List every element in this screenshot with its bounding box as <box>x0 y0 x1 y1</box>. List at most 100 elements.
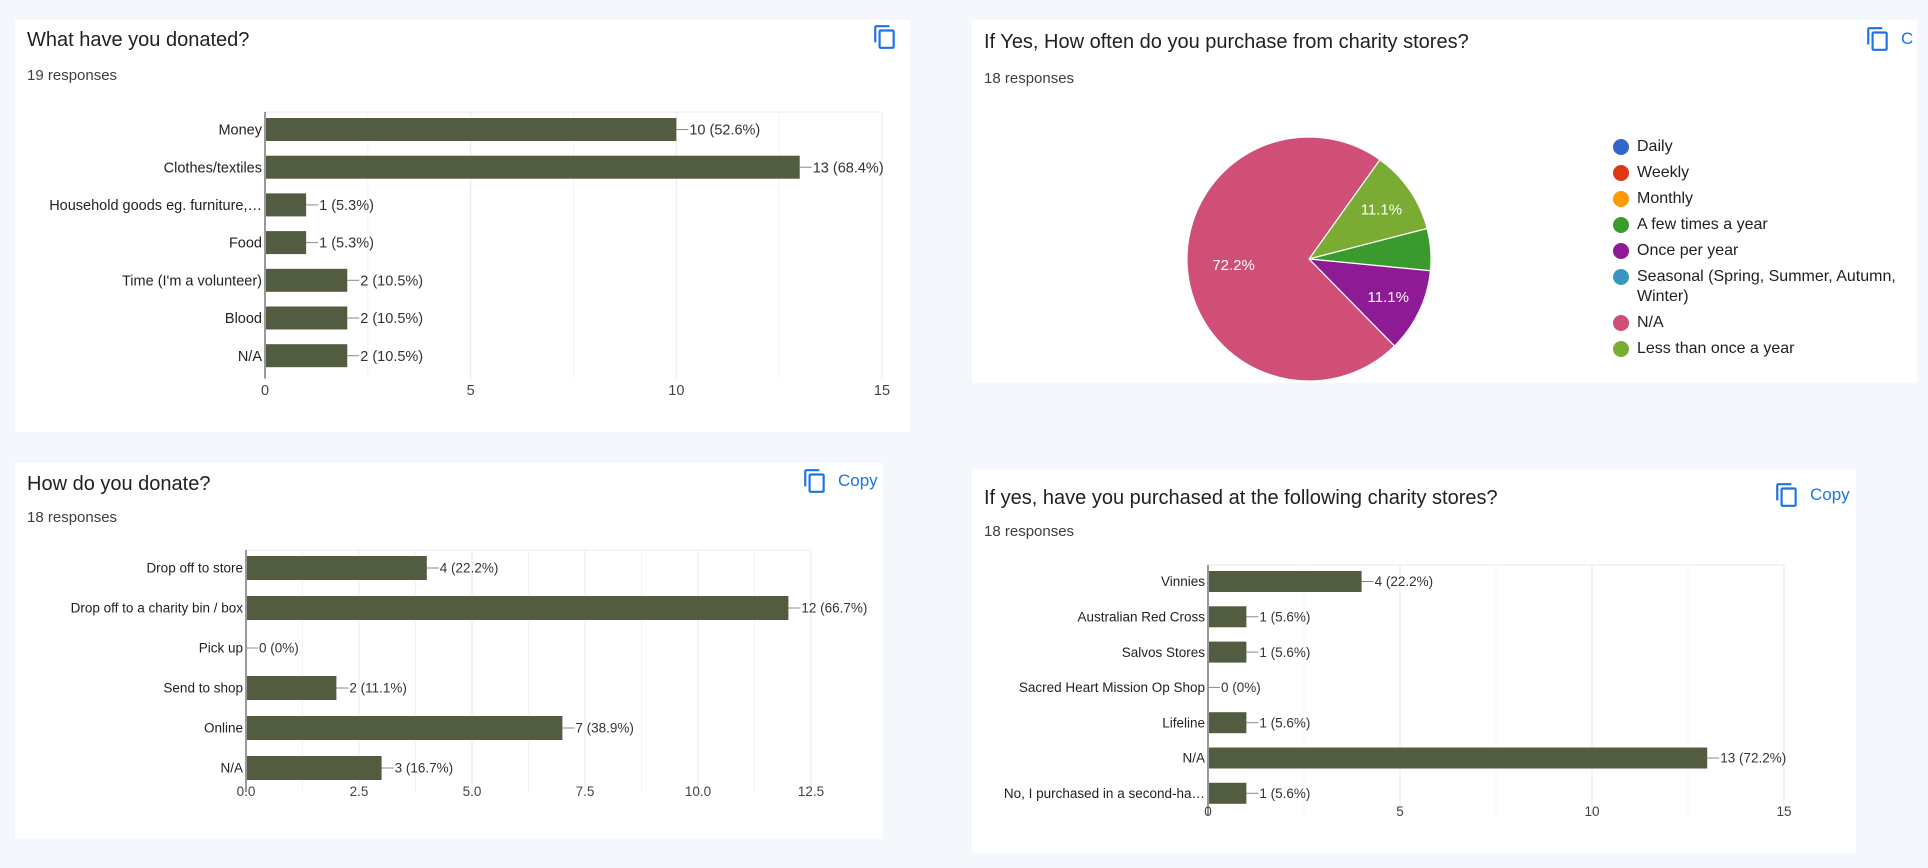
card-frequency: If Yes, How often do you purchase from c… <box>972 20 1917 383</box>
bar <box>247 596 789 620</box>
data-label: 7 (38.9%) <box>575 721 634 736</box>
bar <box>247 556 427 580</box>
legend-label: Weekly <box>1637 164 1690 181</box>
response-count: 18 responses <box>984 70 1075 87</box>
legend-item: Weekly <box>1613 163 1913 183</box>
card-stores: If yes, have you purchased at the follow… <box>972 469 1856 853</box>
bar <box>247 716 563 740</box>
tick-label: 7.5 <box>576 784 595 799</box>
bar <box>266 118 677 141</box>
category-label: Food <box>229 236 262 252</box>
pie-legend: Daily Weekly Monthly A few times a year Once… <box>1613 137 1913 365</box>
data-label: 1 (5.6%) <box>1259 786 1310 801</box>
category-label: Salvos Stores <box>1122 645 1206 660</box>
data-label: 1 (5.3%) <box>319 198 374 214</box>
legend-label: Monthly <box>1637 190 1694 207</box>
legend-swatch <box>1613 165 1629 181</box>
bar <box>1209 641 1247 663</box>
copy-icon <box>1776 483 1797 507</box>
pie-slice <box>1307 258 1432 347</box>
data-label: 2 (11.1%) <box>349 681 407 696</box>
tick-label: 12.5 <box>798 784 824 799</box>
slice-label: 11.1% <box>1361 201 1402 218</box>
data-label: 4 (22.2%) <box>440 561 499 576</box>
legend-item: A few times a year <box>1613 215 1913 235</box>
response-count: 18 responses <box>27 509 118 526</box>
copy-button[interactable] <box>872 23 908 51</box>
card-title: What have you donated? <box>27 29 250 51</box>
tick-label: 10 <box>1584 804 1599 819</box>
category-label: Drop off to a charity bin / box <box>71 601 244 616</box>
bar <box>266 306 348 330</box>
data-label: 1 (5.3%) <box>319 236 374 252</box>
tick-label: 15 <box>874 383 890 399</box>
legend-item: Seasonal (Spring, Summer, Autumn, Winter… <box>1613 267 1913 307</box>
copy-icon <box>804 469 825 493</box>
data-label: 3 (16.7%) <box>395 761 454 776</box>
tick-label: 10.0 <box>685 784 711 799</box>
category-label: N/A <box>238 349 263 365</box>
tick-label: 2.5 <box>350 784 369 799</box>
category-label: Drop off to store <box>146 561 243 576</box>
legend-label: Daily <box>1637 138 1673 155</box>
bar <box>1209 712 1247 734</box>
tick-label: 0 <box>1204 804 1212 819</box>
bar <box>1209 782 1247 804</box>
data-label: 0 (0%) <box>259 641 299 656</box>
category-label: Sacred Heart Mission Op Shop <box>1019 680 1205 695</box>
category-label: Blood <box>225 311 262 327</box>
category-label: Australian Red Cross <box>1077 610 1205 625</box>
legend-swatch <box>1613 315 1629 331</box>
category-label: Lifeline <box>1162 715 1205 730</box>
copy-label: C <box>1901 29 1914 48</box>
slice-label: 72.2% <box>1212 257 1255 274</box>
pie-slice <box>1307 158 1428 260</box>
card-title: How do you donate? <box>27 473 211 495</box>
category-label: Vinnies <box>1161 574 1205 589</box>
bar <box>247 756 382 780</box>
bar <box>266 231 307 255</box>
legend-label: N/A <box>1637 314 1664 331</box>
card-how: How do you donate? 18 responses Copy Dro… <box>15 463 883 839</box>
category-label: Online <box>204 721 243 736</box>
legend-swatch <box>1613 217 1629 233</box>
data-label: 1 (5.6%) <box>1259 715 1310 730</box>
card-title: If Yes, How often do you purchase from c… <box>984 31 1469 53</box>
bar <box>247 676 337 700</box>
legend-swatch <box>1613 139 1629 155</box>
legend-label: Less than once a year <box>1637 340 1795 357</box>
tick-label: 5.0 <box>463 784 482 799</box>
legend-item: Less than once a year <box>1613 339 1913 359</box>
bar <box>1209 747 1708 769</box>
category-label: Money <box>218 123 262 139</box>
category-label: N/A <box>1182 751 1205 766</box>
copy-button[interactable]: C <box>1865 25 1913 53</box>
bar <box>266 155 800 179</box>
copy-icon <box>874 25 895 49</box>
bar <box>1209 606 1247 628</box>
bar <box>266 193 307 217</box>
data-label: 1 (5.6%) <box>1259 610 1310 625</box>
copy-button[interactable]: Copy <box>802 467 878 495</box>
tick-label: 15 <box>1776 804 1791 819</box>
data-label: 0 (0%) <box>1221 680 1261 695</box>
copy-label: Copy <box>1810 485 1850 504</box>
tick-label: 5 <box>467 383 475 399</box>
legend-swatch <box>1613 243 1629 259</box>
legend-item: Monthly <box>1613 189 1913 209</box>
tick-label: 5 <box>1396 804 1404 819</box>
legend-swatch <box>1613 191 1629 207</box>
category-label: Household goods eg. furniture,… <box>49 198 262 214</box>
data-label: 10 (52.6%) <box>689 123 760 139</box>
category-label: Pick up <box>199 641 243 656</box>
category-label: N/A <box>220 761 243 776</box>
legend-label: Once per year <box>1637 242 1739 259</box>
stores-bar-chart: Vinnies 4 (22.2%) Australian Red Cross 1 (5… <box>1004 564 1792 819</box>
tick-label: 10 <box>668 383 684 399</box>
category-label: Time (I'm a volunteer) <box>122 273 262 289</box>
copy-icon <box>1867 27 1888 51</box>
legend-label: A few times a year <box>1637 216 1768 233</box>
legend-label: Seasonal (Spring, Summer, Autumn, Winter… <box>1637 268 1896 305</box>
copy-button[interactable]: Copy <box>1774 481 1850 509</box>
response-count: 19 responses <box>27 67 118 84</box>
